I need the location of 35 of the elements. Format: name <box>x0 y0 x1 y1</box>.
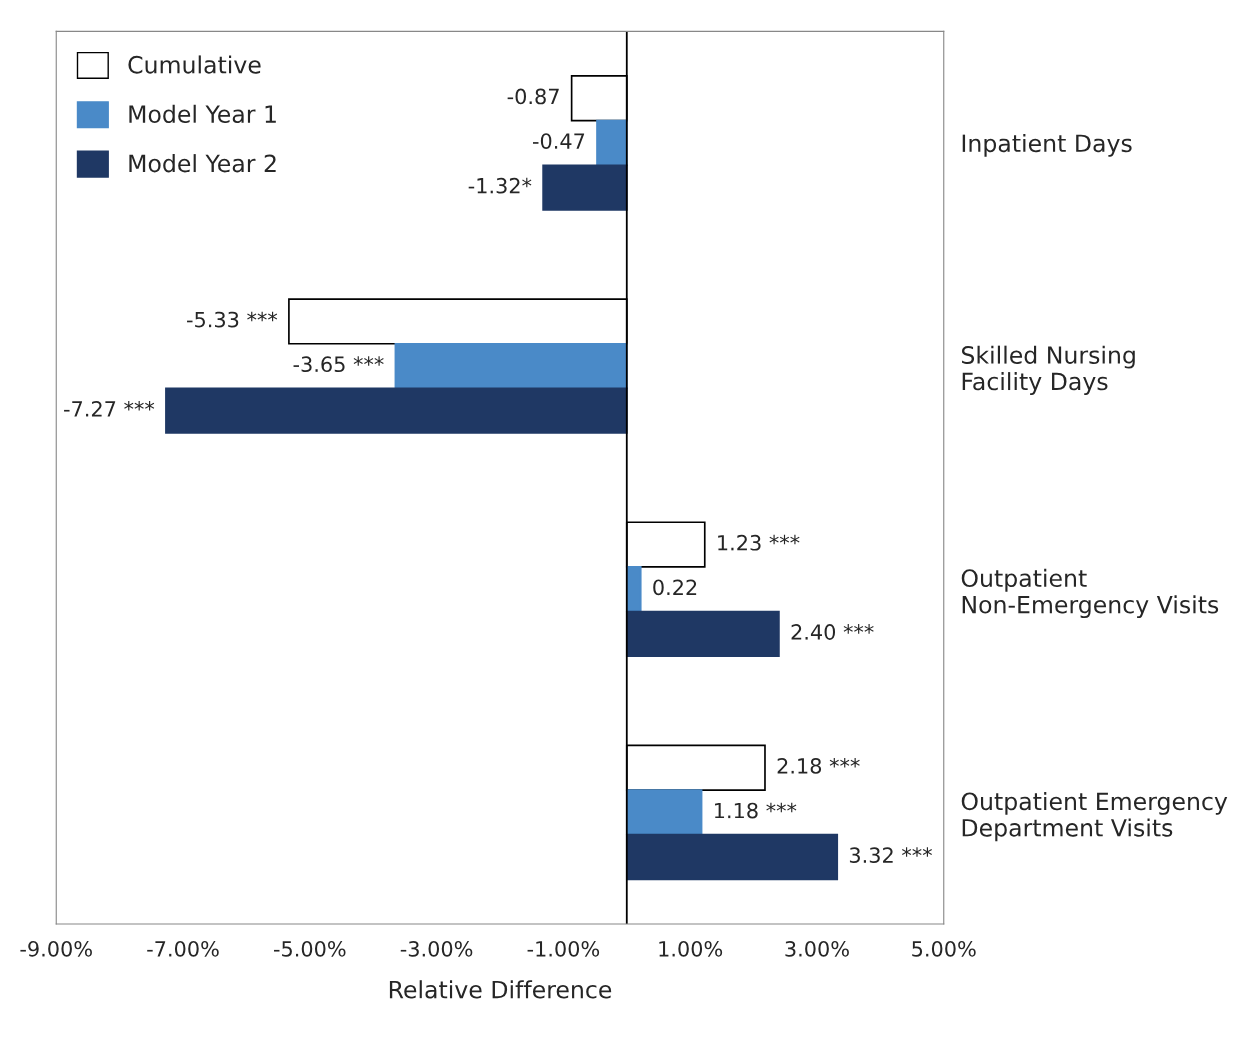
bar <box>625 833 839 881</box>
data-label: 2.18 *** <box>777 758 860 774</box>
data-label: -0.87 <box>507 88 559 105</box>
data-label: -5.33 *** <box>187 311 278 328</box>
x-tick-label: -3.00% <box>400 940 473 957</box>
y-tick-label: Inpatient Days <box>962 133 1132 157</box>
data-label: 1.23 *** <box>718 534 800 551</box>
x-tick-label: 5.00% <box>912 940 976 957</box>
data-label: 2.40 *** <box>791 624 874 640</box>
y-tick-label: Outpatient Non-Emergency Visits <box>961 568 1219 619</box>
data-label: 3.32 *** <box>849 847 932 864</box>
bar <box>625 789 703 836</box>
x-tick-label: 3.00% <box>785 940 849 957</box>
x-axis-title: Relative Difference <box>389 980 612 999</box>
bar <box>542 164 628 211</box>
data-label: -3.65 *** <box>293 356 384 373</box>
legend-label: Cumulative <box>128 55 261 74</box>
legend-label: Model Year 2 <box>129 154 276 173</box>
data-label: 1.18 *** <box>714 802 797 819</box>
data-label: -7.27 *** <box>64 400 155 417</box>
y-tick-label: Outpatient Emergency Department Visits <box>961 791 1228 842</box>
bar <box>596 119 628 167</box>
x-tick-label: -1.00% <box>527 940 600 957</box>
x-tick-label: -7.00% <box>147 940 219 957</box>
data-label: -1.32* <box>468 177 532 194</box>
data-label: -0.47 <box>533 133 585 149</box>
data-label: 0.22 <box>653 579 697 596</box>
x-tick-label: -9.00% <box>20 940 92 957</box>
legend-label: Model Year 1 <box>129 104 276 124</box>
x-tick-label: 1.00% <box>659 940 723 957</box>
x-tick-label: -5.00% <box>273 940 346 957</box>
bar <box>625 610 780 657</box>
y-tick-label: Skilled Nursing Facility Days <box>961 345 1135 395</box>
bar <box>394 342 628 390</box>
bar <box>165 387 628 434</box>
